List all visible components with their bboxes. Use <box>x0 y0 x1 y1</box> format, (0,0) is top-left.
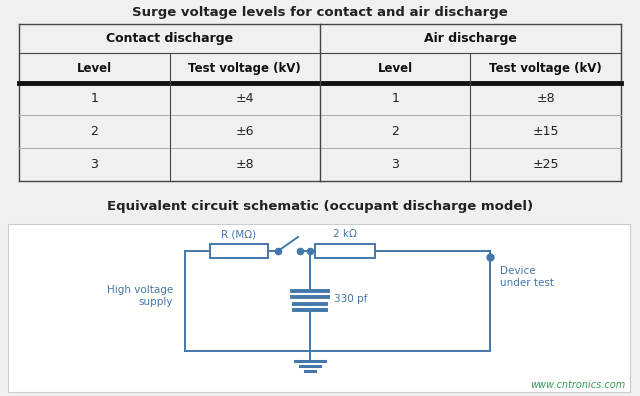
Text: Test voltage (kV): Test voltage (kV) <box>188 62 301 74</box>
Text: 1: 1 <box>90 93 99 105</box>
Text: ±15: ±15 <box>532 125 559 138</box>
Text: High voltage
supply: High voltage supply <box>107 285 173 307</box>
Text: 330 pf: 330 pf <box>334 294 367 304</box>
Text: ±4: ±4 <box>236 93 254 105</box>
Text: R (MΩ): R (MΩ) <box>221 229 257 239</box>
Text: Equivalent circuit schematic (occupant discharge model): Equivalent circuit schematic (occupant d… <box>107 200 533 213</box>
Text: www.cntronics.com: www.cntronics.com <box>530 380 625 390</box>
Bar <box>315 244 375 258</box>
Text: 1: 1 <box>391 93 399 105</box>
Bar <box>210 244 268 258</box>
Bar <box>8 224 630 392</box>
Text: Contact discharge: Contact discharge <box>106 32 233 45</box>
Text: 3: 3 <box>90 158 99 171</box>
Text: ±8: ±8 <box>236 158 254 171</box>
Text: Device
under test: Device under test <box>500 266 554 287</box>
Text: 2: 2 <box>391 125 399 138</box>
Text: 2: 2 <box>90 125 99 138</box>
Text: Level: Level <box>77 62 112 74</box>
Text: ±25: ±25 <box>532 158 559 171</box>
Text: 3: 3 <box>391 158 399 171</box>
Text: Air discharge: Air discharge <box>424 32 517 45</box>
Text: Surge voltage levels for contact and air discharge: Surge voltage levels for contact and air… <box>132 6 508 19</box>
Text: ±8: ±8 <box>536 93 555 105</box>
Text: ±6: ±6 <box>236 125 254 138</box>
Text: 2 kΩ: 2 kΩ <box>333 229 357 239</box>
Text: Level: Level <box>378 62 413 74</box>
Text: Test voltage (kV): Test voltage (kV) <box>489 62 602 74</box>
